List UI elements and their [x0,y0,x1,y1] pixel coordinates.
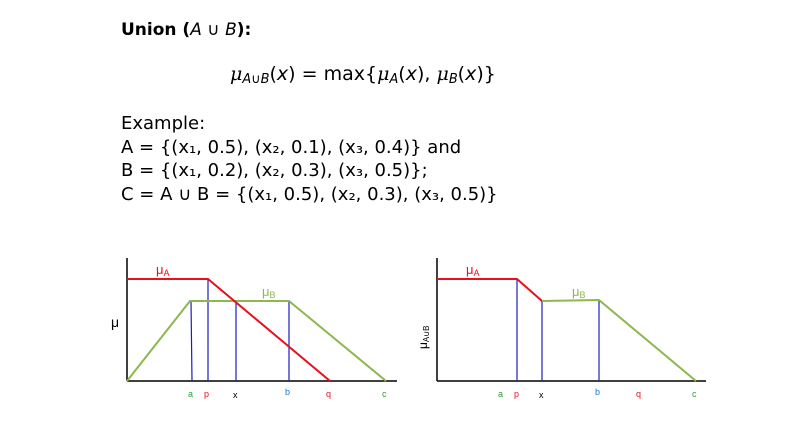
left-tick-a: a [188,389,193,399]
right-tick-b: b [595,387,600,397]
left-tick-q: q [326,389,331,399]
left-tick-p: p [204,389,209,399]
right-tick-a: a [498,389,503,399]
right-tick-c: c [692,389,697,399]
left-diagram: μA μB μ a p x b q c [111,258,397,400]
right-mu-b-label: μB [572,284,586,300]
right-tick-p: p [514,389,519,399]
left-mu-a-label: μA [156,262,170,278]
right-mu-a-label: μA [466,262,480,278]
left-y-label: μ [111,314,119,330]
right-union-red-segment [437,279,542,301]
left-tick-b: b [285,387,290,397]
right-diagram: μA μB μA∪B a p x b q c [416,258,706,400]
right-union-green-segment [542,300,696,381]
right-tick-q: q [636,389,641,399]
left-mu-b-curve [127,301,386,381]
left-tick-x: x [233,390,238,400]
right-y-label: μA∪B [416,326,431,349]
left-mu-b-label: μB [262,284,276,300]
left-vline-a [191,301,192,381]
left-tick-c: c [382,389,387,399]
left-mu-a-curve [127,279,330,381]
right-tick-x: x [539,390,544,400]
